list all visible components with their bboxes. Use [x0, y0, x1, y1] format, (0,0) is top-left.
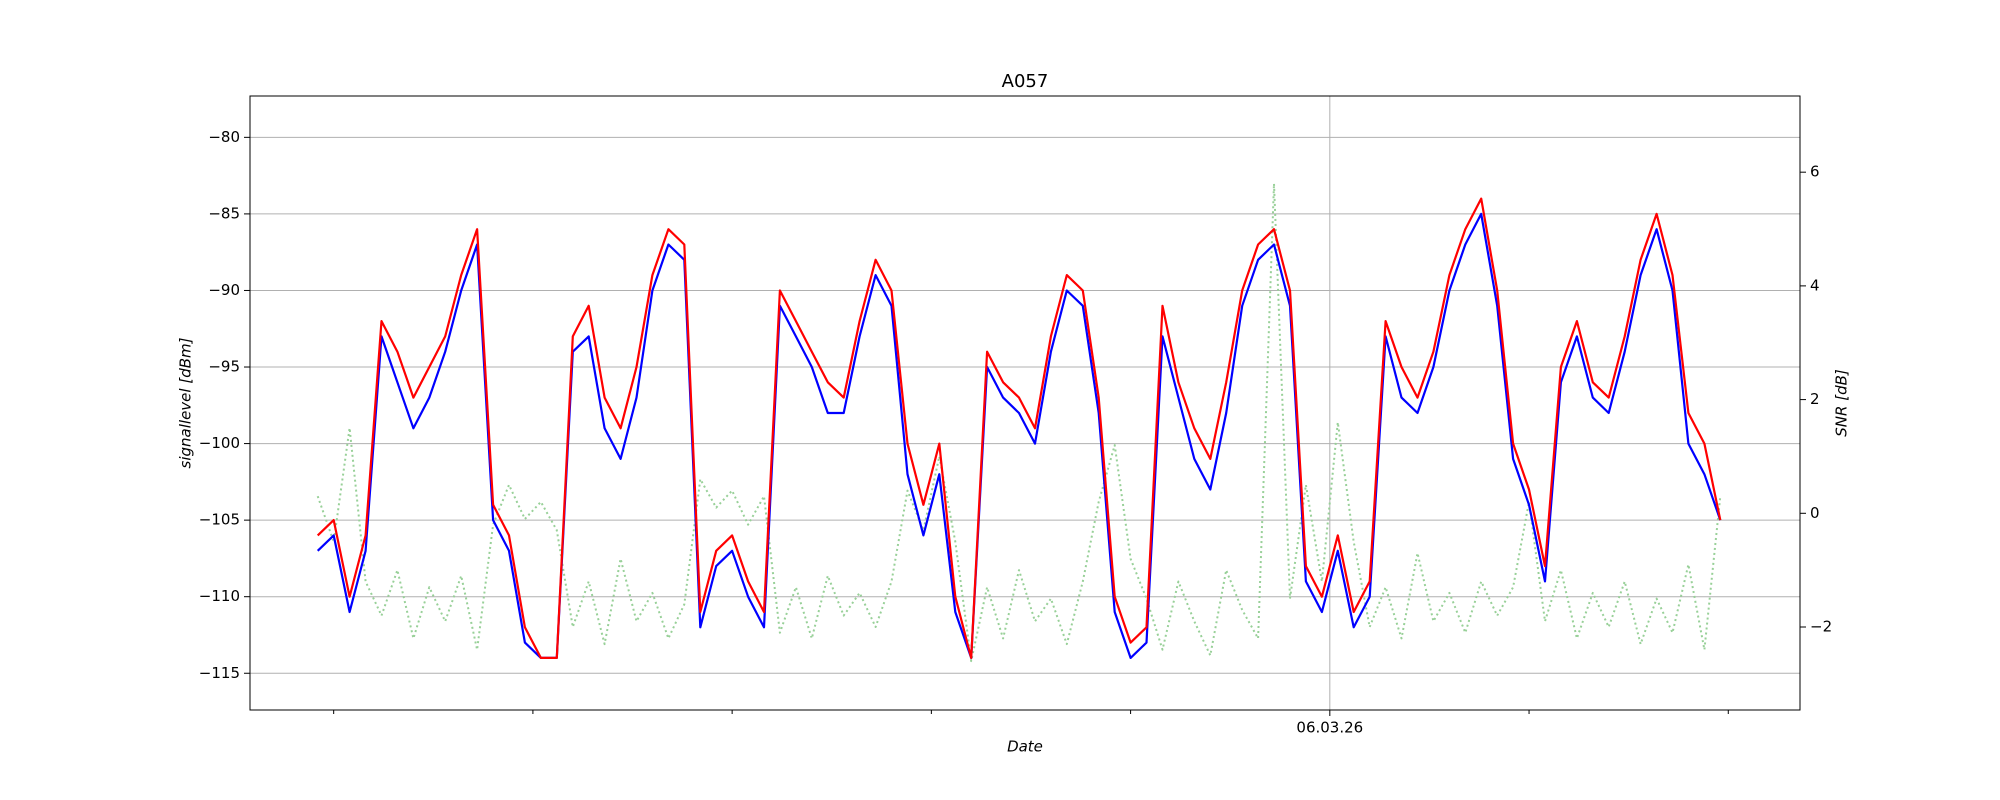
y-tick-label: −110: [199, 587, 240, 605]
plot-frame: [249, 95, 1801, 711]
y-tick-label: −90: [208, 281, 240, 299]
series-line: [316, 182, 1722, 663]
y-tick-label: −80: [208, 128, 240, 146]
y-tick-label: −115: [199, 664, 240, 682]
chart-title: A057: [1002, 71, 1049, 92]
y-tick-label: −95: [208, 358, 240, 376]
y2-tick-label: 6: [1810, 163, 1820, 181]
x-tick-label: 06.03.26: [1296, 719, 1363, 737]
y-tick-label: −100: [199, 434, 240, 452]
y2-tick-label: 4: [1810, 276, 1820, 294]
y2-axis-label: SNR [dB]: [1833, 369, 1851, 437]
y-tick-label: −85: [208, 204, 240, 222]
y-axis-label: signallevel [dBm]: [177, 337, 195, 468]
y2-tick-label: 0: [1810, 504, 1820, 522]
y-tick-label: −105: [199, 511, 240, 529]
y2-tick-label: 2: [1810, 390, 1820, 408]
y2-tick-label: −2: [1810, 617, 1832, 635]
series-line: [316, 197, 1722, 659]
x-axis-label: Date: [1007, 738, 1043, 756]
series-line: [316, 212, 1722, 659]
